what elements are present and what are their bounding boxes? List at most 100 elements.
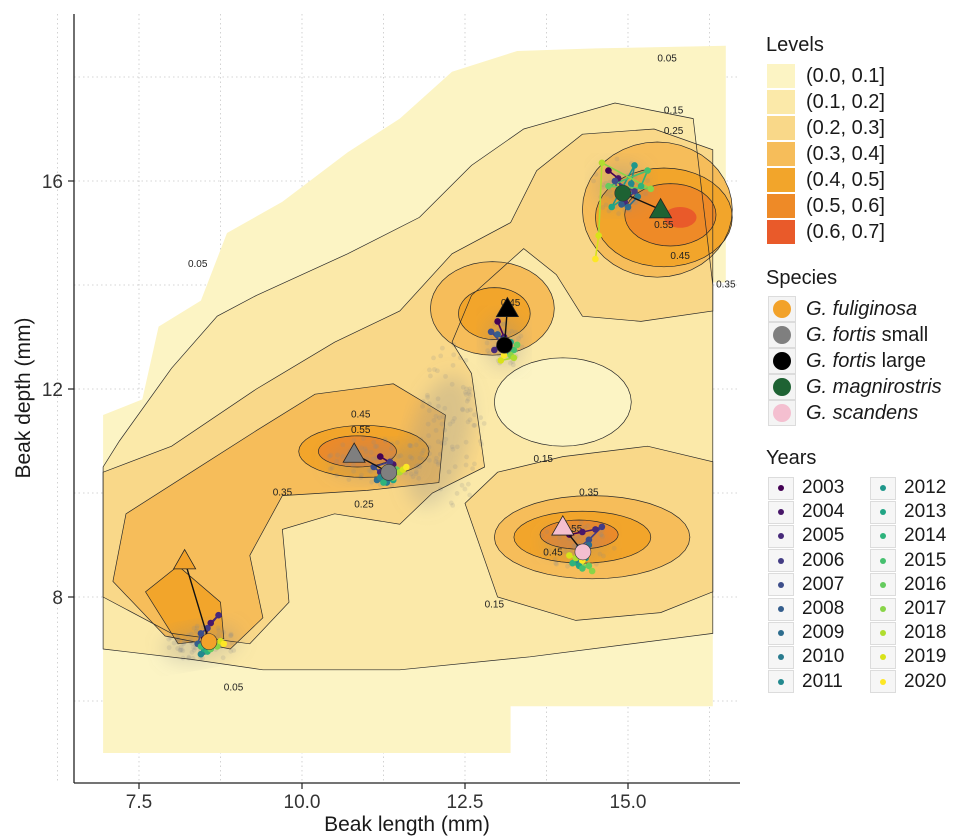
raw-point [454, 444, 460, 450]
yearly-mean-point [197, 630, 205, 637]
species-name: G. fortis [806, 323, 877, 346]
y-tick-label: 16 [42, 172, 63, 193]
raw-point [464, 398, 470, 404]
year-label: 2003 [802, 477, 845, 499]
raw-point [591, 178, 596, 184]
raw-point [539, 533, 545, 538]
year-legend-item: 2006 [766, 549, 868, 573]
year-legend-item: 2005 [766, 524, 868, 548]
raw-point [427, 451, 432, 457]
year-dot [880, 509, 886, 516]
raw-point [413, 471, 419, 477]
yearly-mean-point [579, 528, 586, 536]
raw-point [481, 421, 487, 426]
year-dot [880, 581, 886, 588]
raw-point [371, 439, 377, 445]
yearly-mean-point [376, 453, 384, 460]
year-label: 2014 [904, 525, 947, 547]
raw-point [395, 454, 401, 459]
species-suffix: small [876, 323, 929, 346]
reference-triangle [648, 197, 673, 219]
year-dot [880, 654, 886, 661]
raw-point [543, 551, 549, 557]
raw-point [604, 191, 609, 197]
raw-point [394, 440, 400, 445]
year-legend-item: 2011 [766, 670, 868, 694]
raw-point [228, 631, 234, 637]
raw-point [460, 406, 465, 412]
raw-point [488, 336, 494, 342]
raw-point [472, 461, 477, 467]
raw-point [436, 460, 441, 465]
year-label: 2009 [802, 622, 845, 644]
year-label: 2005 [802, 525, 845, 547]
raw-point [465, 396, 471, 402]
raw-point [417, 455, 423, 461]
raw-point [546, 548, 552, 554]
year-label: 2007 [802, 573, 845, 595]
raw-point [362, 446, 368, 452]
raw-point [449, 444, 455, 450]
raw-point [389, 483, 395, 489]
raw-point [447, 421, 453, 427]
raw-point [410, 474, 416, 480]
year-swatch [870, 670, 896, 694]
raw-point [438, 353, 444, 359]
species-swatch [768, 296, 796, 322]
raw-point [449, 381, 455, 387]
contour-label: 0.25 [354, 500, 374, 511]
raw-point [600, 205, 606, 210]
raw-point [616, 211, 621, 217]
raw-point [408, 471, 414, 477]
raw-point [420, 403, 425, 409]
raw-point [463, 392, 469, 397]
contour-line [582, 141, 733, 278]
year-label: 2011 [802, 670, 843, 692]
raw-point [180, 648, 186, 654]
raw-point [544, 529, 550, 535]
year-label: 2017 [904, 598, 947, 620]
raw-point [228, 632, 234, 638]
year-swatch [870, 573, 896, 597]
raw-point [329, 465, 335, 471]
year-dot [880, 678, 886, 685]
raw-point [177, 647, 183, 653]
yearly-mean-point [569, 559, 576, 567]
raw-point [465, 408, 470, 414]
raw-point [419, 451, 425, 456]
reference-triangle [342, 442, 366, 463]
yearly-mean-point [624, 203, 632, 211]
raw-point [463, 439, 469, 445]
raw-point [643, 191, 649, 197]
yearly-mean-point [403, 463, 410, 471]
raw-point [450, 419, 456, 424]
x-axis-title: Beak length (mm) [324, 813, 490, 836]
raw-point [340, 442, 346, 448]
raw-point [450, 502, 456, 508]
raw-point [428, 373, 433, 379]
yearly-mean-point [494, 318, 501, 325]
raw-point [465, 419, 471, 425]
raw-point [181, 641, 186, 647]
y-tick-label: 8 [52, 588, 63, 609]
level-label: (0.1, 0.2] [806, 90, 885, 113]
species-label: G. fuliginosa [806, 298, 917, 321]
yearly-mean-point [618, 201, 625, 208]
yearly-mean-point [608, 203, 615, 211]
raw-point [510, 362, 516, 368]
year-swatch [870, 597, 896, 621]
yearly-mean-point [513, 341, 521, 349]
species-dot [773, 352, 791, 370]
level-swatch [766, 141, 796, 167]
raw-point [578, 520, 584, 525]
raw-point [424, 392, 430, 398]
raw-point [462, 390, 468, 395]
level-legend-item: (0.2, 0.3] [766, 115, 971, 141]
year-swatch [768, 597, 794, 621]
year-legend-item: 2017 [868, 597, 968, 621]
species-swatch [768, 322, 796, 348]
yearly-mean-point [491, 346, 498, 354]
level-region-7 [663, 207, 697, 228]
year-dot [778, 654, 784, 661]
year-swatch [870, 476, 896, 500]
